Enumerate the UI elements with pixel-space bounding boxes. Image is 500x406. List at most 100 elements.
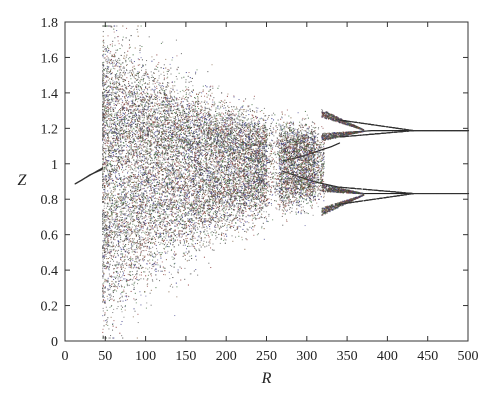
- data-point: [188, 250, 190, 252]
- data-point: [221, 115, 223, 117]
- data-point: [122, 266, 124, 268]
- data-point: [126, 123, 128, 125]
- data-point: [200, 143, 202, 145]
- data-point: [131, 246, 133, 248]
- data-point: [203, 193, 205, 195]
- data-point: [107, 90, 109, 92]
- data-point: [159, 225, 161, 227]
- data-point: [191, 219, 193, 221]
- data-point: [156, 177, 158, 179]
- data-point: [284, 177, 286, 179]
- data-point: [208, 111, 210, 113]
- data-point: [320, 154, 322, 156]
- data-point: [168, 108, 170, 110]
- data-point: [168, 199, 170, 201]
- data-point: [251, 136, 253, 138]
- data-point: [111, 283, 113, 285]
- data-point: [130, 113, 132, 115]
- data-point: [103, 297, 105, 299]
- data-point: [126, 230, 128, 232]
- data-point: [203, 101, 205, 103]
- data-point: [224, 99, 226, 101]
- data-point: [157, 91, 159, 93]
- data-point: [215, 124, 217, 126]
- data-point: [183, 254, 185, 256]
- data-point: [108, 99, 110, 101]
- data-point: [212, 176, 214, 178]
- data-point: [161, 101, 163, 103]
- data-point: [228, 145, 230, 147]
- data-point: [293, 128, 295, 130]
- data-point: [177, 161, 179, 163]
- data-point: [170, 227, 172, 229]
- data-point: [122, 75, 124, 77]
- data-point: [161, 140, 163, 142]
- data-point: [225, 215, 227, 217]
- data-point: [176, 98, 178, 100]
- data-point: [202, 154, 204, 156]
- data-point: [201, 197, 203, 199]
- data-point: [127, 152, 129, 154]
- data-point: [202, 188, 204, 190]
- data-point: [189, 77, 191, 79]
- data-point: [126, 102, 128, 104]
- data-point: [186, 157, 188, 159]
- data-point: [282, 206, 284, 208]
- data-point: [208, 159, 210, 161]
- data-point: [247, 187, 249, 189]
- data-point: [157, 164, 159, 166]
- data-point: [109, 150, 111, 152]
- data-point: [135, 235, 137, 237]
- data-point: [132, 223, 134, 225]
- data-point: [145, 113, 147, 115]
- data-point: [196, 194, 198, 196]
- data-point: [142, 124, 144, 126]
- data-point: [129, 93, 131, 95]
- data-point: [173, 95, 175, 97]
- data-point: [138, 121, 140, 123]
- data-point: [110, 191, 112, 193]
- data-point: [292, 178, 294, 180]
- data-point: [131, 124, 133, 126]
- data-point: [222, 124, 224, 126]
- data-point: [323, 155, 325, 157]
- data-point: [263, 132, 265, 134]
- data-point: [219, 216, 221, 218]
- data-point: [190, 132, 192, 134]
- data-point: [284, 185, 286, 187]
- data-point: [310, 201, 312, 203]
- data-point: [224, 135, 226, 137]
- data-point: [242, 112, 244, 114]
- data-point: [246, 124, 248, 126]
- data-point: [186, 185, 188, 187]
- data-point: [131, 172, 133, 174]
- data-point: [113, 231, 115, 233]
- data-point: [248, 193, 250, 195]
- data-point: [194, 160, 196, 162]
- data-point: [296, 204, 298, 206]
- data-point: [263, 172, 265, 174]
- data-point: [103, 244, 105, 246]
- data-point: [115, 145, 117, 147]
- data-point: [310, 137, 312, 139]
- data-point: [107, 47, 109, 49]
- data-point: [119, 196, 121, 198]
- data-point: [160, 255, 162, 257]
- data-point: [257, 177, 259, 179]
- data-point: [322, 167, 324, 169]
- data-point: [125, 103, 127, 105]
- data-point: [156, 165, 158, 167]
- data-point: [146, 122, 148, 124]
- data-point: [129, 142, 131, 144]
- data-point: [266, 205, 268, 207]
- data-point: [176, 161, 178, 163]
- data-point: [147, 103, 149, 105]
- data-point: [111, 160, 113, 162]
- data-point: [174, 207, 176, 209]
- data-point: [220, 190, 222, 192]
- data-point: [229, 121, 231, 123]
- data-point: [116, 308, 118, 310]
- data-point: [284, 163, 286, 165]
- data-point: [296, 180, 298, 182]
- data-point: [134, 212, 136, 214]
